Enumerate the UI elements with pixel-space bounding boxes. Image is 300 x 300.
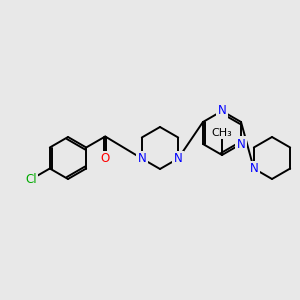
Text: N: N: [249, 162, 258, 175]
Text: CH₃: CH₃: [212, 128, 233, 138]
Text: N: N: [137, 152, 146, 165]
Text: N: N: [174, 152, 183, 165]
Text: N: N: [237, 137, 245, 151]
Text: Cl: Cl: [25, 173, 37, 186]
Text: N: N: [218, 104, 226, 118]
Text: O: O: [100, 152, 110, 165]
